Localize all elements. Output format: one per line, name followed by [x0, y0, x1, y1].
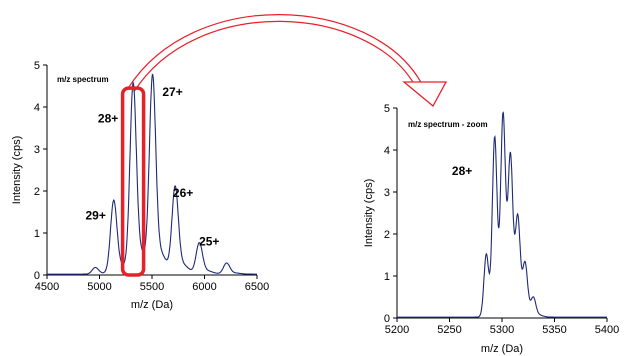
x-tick-label: 6500: [245, 281, 269, 293]
x-tick-label: 5250: [437, 324, 461, 336]
y-tick-label: 1: [34, 228, 40, 240]
y-tick-label: 0: [384, 313, 390, 325]
x-tick-label: 5500: [140, 281, 164, 293]
y-tick-label: 3: [34, 144, 40, 156]
panel-label: m/z spectrum - zoom: [408, 120, 488, 129]
x-tick-label: 5000: [87, 281, 111, 293]
panel-label: m/z spectrum: [57, 75, 109, 84]
x-tick-label: 6000: [192, 281, 216, 293]
highlight-box: [120, 86, 146, 277]
y-tick-label: 5: [384, 103, 390, 115]
x-tick-label: 5400: [595, 324, 619, 336]
charge-state-label: 28+: [98, 112, 118, 126]
x-axis-label: m/z (Da): [131, 299, 173, 311]
y-tick-label: 4: [34, 102, 40, 114]
charge-state-label: 25+: [199, 235, 219, 249]
spectrum-zoom-panel: 5200 5250 5300 5350 5400 0 1 2 3 4 5 28+ m/z spect…: [363, 103, 619, 355]
charge-state-label: 29+: [85, 209, 105, 223]
zoom-arrow-inner: [128, 15, 421, 92]
spectrum-panel: 4500 5000 5500 6000 6500 0 1 2 3 4 5 29+ 28+ 27+ 26+ 2…: [11, 60, 269, 311]
x-tick-label: 5350: [542, 324, 566, 336]
x-tick-label: 5300: [490, 324, 514, 336]
x-axis-label: m/z (Da): [481, 343, 523, 355]
charge-state-label: 26+: [173, 186, 193, 200]
zoom-arrowhead: [402, 81, 448, 108]
y-axis-label: Intensity (cps): [11, 136, 23, 204]
spectrum-trace: [397, 111, 607, 318]
y-axis-label: Intensity (cps): [363, 179, 375, 247]
y-tick-label: 4: [384, 145, 390, 157]
x-tick-label: 4500: [35, 281, 59, 293]
y-tick-label: 2: [34, 186, 40, 198]
y-tick-label: 1: [384, 271, 390, 283]
zoom-arrow: [127, 14, 422, 93]
y-tick-label: 0: [34, 270, 40, 282]
spectrum-trace: [47, 73, 257, 275]
y-tick-label: 5: [34, 60, 40, 72]
x-tick-label: 5200: [385, 324, 409, 336]
y-tick-label: 2: [384, 229, 390, 241]
charge-state-label: 28+: [452, 164, 472, 178]
y-tick-label: 3: [384, 187, 390, 199]
charge-state-label: 27+: [162, 85, 182, 99]
